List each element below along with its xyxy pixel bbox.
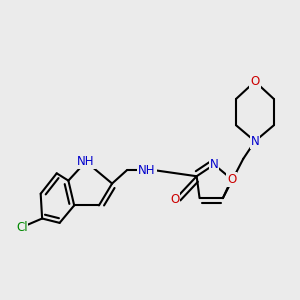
Text: O: O <box>250 75 260 88</box>
Text: NH: NH <box>77 155 94 168</box>
Text: N: N <box>250 135 259 148</box>
Text: O: O <box>170 193 179 206</box>
Text: Cl: Cl <box>16 221 28 234</box>
Text: O: O <box>227 173 236 186</box>
Text: N: N <box>210 158 218 171</box>
Text: NH: NH <box>138 164 156 177</box>
